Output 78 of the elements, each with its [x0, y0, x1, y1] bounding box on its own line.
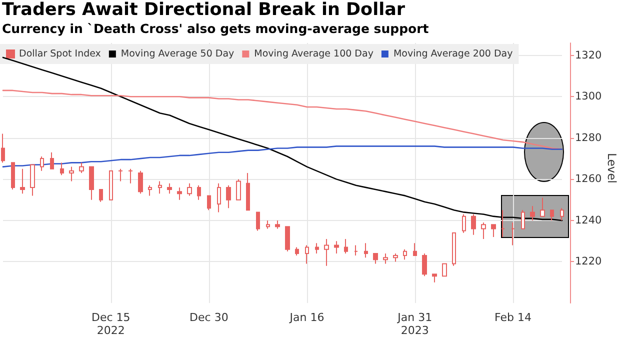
candlestick	[432, 274, 437, 283]
y-axis-title: Level	[605, 153, 619, 184]
candlestick	[128, 168, 133, 184]
candlestick	[60, 162, 64, 176]
candlestick	[471, 214, 476, 236]
candlestick	[315, 242, 319, 254]
chart-subtitle: Currency in `Death Cross' also gets moving-average support	[2, 21, 429, 36]
candlestick	[305, 244, 309, 264]
chart-title: Traders Await Directional Break in Dollar	[2, 0, 406, 20]
candlestick	[275, 220, 280, 230]
candlestick	[511, 222, 515, 246]
candlestick	[462, 214, 466, 234]
candlestick	[364, 242, 368, 258]
candlestick	[11, 162, 15, 190]
line-series	[2, 56, 563, 222]
candlestick	[246, 172, 250, 211]
candlestick	[354, 244, 358, 256]
y-tick-label: 1260	[575, 173, 602, 186]
line-series	[2, 146, 563, 168]
candlestick	[285, 226, 290, 252]
candlestick	[167, 182, 172, 194]
candlestick	[521, 210, 525, 230]
candlestick	[79, 162, 84, 174]
candlestick	[89, 166, 94, 200]
candlestick	[393, 252, 398, 262]
candlestick	[158, 180, 162, 194]
candlestick	[491, 224, 496, 238]
legend-label: Moving Average 50 Day	[120, 48, 235, 60]
candlestick	[324, 238, 329, 266]
candlestick	[344, 238, 348, 254]
candlestick	[442, 263, 447, 277]
candlestick	[40, 156, 44, 172]
candlestick	[118, 168, 123, 182]
y-tick-label: 1320	[575, 49, 602, 62]
candlestick	[540, 197, 545, 217]
candlestick	[334, 240, 339, 254]
candlestick	[226, 184, 231, 209]
candlestick	[422, 252, 427, 277]
candlestick	[550, 210, 554, 221]
candlestick	[148, 184, 152, 196]
x-tick-label: Dec 15 2022	[91, 311, 130, 337]
y-tick-label: 1240	[575, 214, 602, 226]
candlestick	[530, 206, 535, 221]
legend-label: Moving Average 100 Day	[254, 48, 374, 60]
y-tick-label: 1300	[575, 90, 602, 103]
candlestick	[1, 133, 5, 164]
candlestick	[373, 252, 378, 264]
candlestick	[177, 186, 182, 200]
candlestick	[560, 208, 564, 221]
candlestick	[256, 212, 260, 232]
x-tick-label: Jan 31 2023	[396, 311, 432, 337]
legend-label: Moving Average 200 Day	[393, 48, 514, 60]
candlestick	[69, 166, 74, 182]
candlestick	[403, 248, 407, 260]
candlestick	[481, 222, 486, 240]
candlestick	[109, 170, 113, 200]
candlestick	[50, 152, 54, 170]
candlestick	[30, 164, 35, 196]
x-tick-label: Feb 14	[494, 311, 532, 324]
candlestick	[99, 189, 103, 202]
candlestick	[266, 220, 270, 230]
candlestick	[187, 182, 192, 196]
y-tick-label: 1280	[575, 132, 602, 144]
candlestick	[197, 184, 201, 200]
y-tick-label: 1220	[575, 256, 602, 268]
candlestick	[138, 170, 143, 194]
candlestick	[217, 182, 221, 213]
x-tick-label: Jan 16	[288, 311, 324, 324]
candlestick	[452, 232, 456, 266]
candlestick	[501, 210, 505, 238]
legend-label: Dollar Spot Index	[19, 48, 102, 60]
candlestick	[207, 195, 211, 211]
x-tick-label: Dec 30	[190, 311, 228, 324]
candlestick	[413, 242, 417, 256]
candlestick	[20, 168, 25, 194]
candlestick	[383, 252, 388, 264]
candlestick	[236, 178, 241, 200]
candlestick	[295, 246, 299, 256]
